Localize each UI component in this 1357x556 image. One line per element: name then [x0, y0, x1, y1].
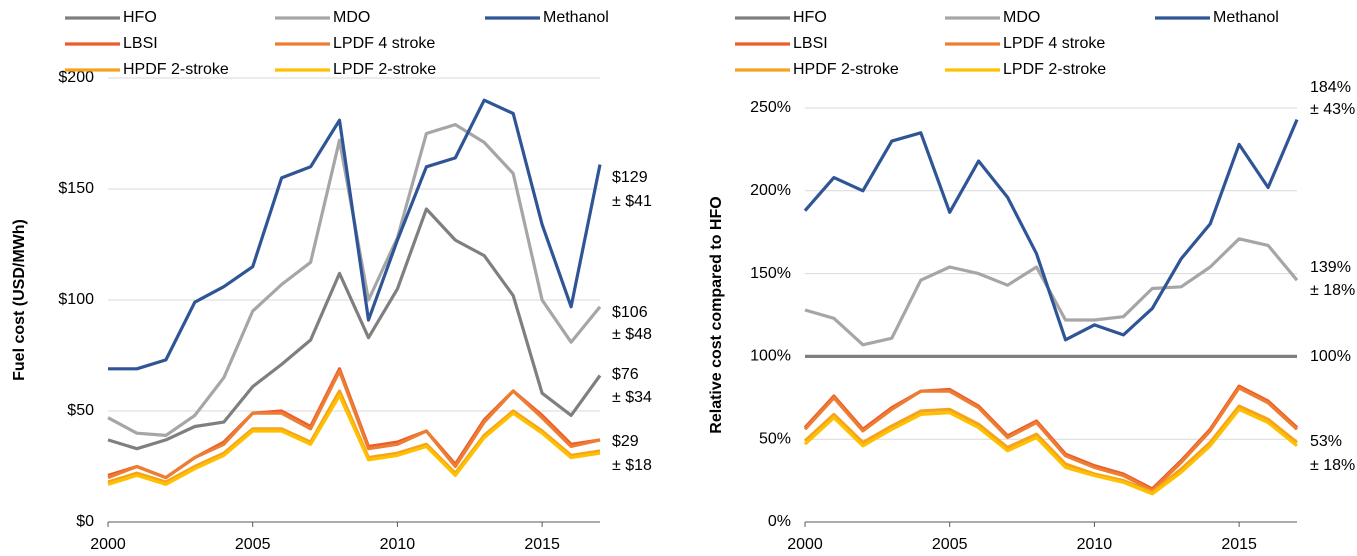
y-axis-label: Relative cost compared to HFO [708, 196, 725, 433]
y-tick-label: $0 [76, 513, 94, 530]
x-tick-label: 2010 [1077, 536, 1113, 553]
legend-label: MDO [1003, 9, 1040, 26]
series-line [803, 386, 1299, 493]
legend-label: LPDF 4 stroke [333, 35, 435, 52]
annotation: ± $34 [612, 389, 652, 406]
x-tick-label: 2015 [524, 536, 560, 553]
y-tick-label: 150% [750, 265, 791, 282]
legend-label: HFO [123, 9, 157, 26]
x-tick-label: 2005 [235, 536, 271, 553]
legend-label: Methanol [543, 9, 609, 26]
y-axis-label: Fuel cost (USD/MWh) [11, 219, 28, 381]
annotation: $129 [612, 169, 648, 186]
y-tick-label: 250% [750, 99, 791, 116]
legend-label: LPDF 2-stroke [1003, 61, 1106, 78]
annotation: ± 43% [1310, 101, 1355, 118]
legend-label: HPDF 2-stroke [123, 61, 229, 78]
annotation: 184% [1310, 79, 1351, 96]
series-line [107, 207, 602, 451]
legend-label: LBSI [793, 35, 828, 52]
series-line [803, 407, 1299, 496]
annotation: $29 [612, 433, 639, 450]
legend-label: Methanol [1213, 9, 1279, 26]
annotation: ± $48 [612, 326, 652, 343]
series-line [107, 393, 601, 486]
annotation: ± $41 [612, 193, 652, 210]
y-tick-label: $100 [58, 291, 94, 308]
annotation: 53% [1310, 433, 1342, 450]
x-tick-label: 2000 [787, 536, 823, 553]
y-tick-label: 100% [750, 348, 791, 365]
legend-label: HFO [793, 9, 827, 26]
series-line [108, 98, 602, 371]
annotation: $106 [612, 304, 648, 321]
legend-label: LBSI [123, 35, 158, 52]
series-line [803, 404, 1299, 494]
x-tick-label: 2010 [380, 536, 416, 553]
series-line [803, 118, 1299, 342]
x-tick-label: 2000 [90, 536, 126, 553]
y-tick-label: 0% [768, 513, 791, 530]
annotation: 139% [1310, 259, 1351, 276]
series-line [107, 369, 601, 480]
y-tick-label: 200% [750, 182, 791, 199]
legend-label: LPDF 2-stroke [333, 61, 436, 78]
series-line [107, 123, 602, 437]
legend-label: LPDF 4 stroke [1003, 35, 1105, 52]
y-tick-label: $50 [67, 402, 94, 419]
y-tick-label: $200 [58, 69, 94, 86]
x-tick-label: 2015 [1221, 536, 1257, 553]
y-tick-label: $150 [58, 180, 94, 197]
annotation: ± 18% [1310, 282, 1355, 299]
annotation: $76 [612, 366, 639, 383]
y-tick-label: 50% [759, 430, 791, 447]
annotation: ± $18 [612, 457, 652, 474]
annotation: ± 18% [1310, 457, 1355, 474]
annotation: 100% [1310, 348, 1351, 365]
legend-label: HPDF 2-stroke [793, 61, 899, 78]
x-tick-label: 2005 [932, 536, 968, 553]
legend-label: MDO [333, 9, 370, 26]
